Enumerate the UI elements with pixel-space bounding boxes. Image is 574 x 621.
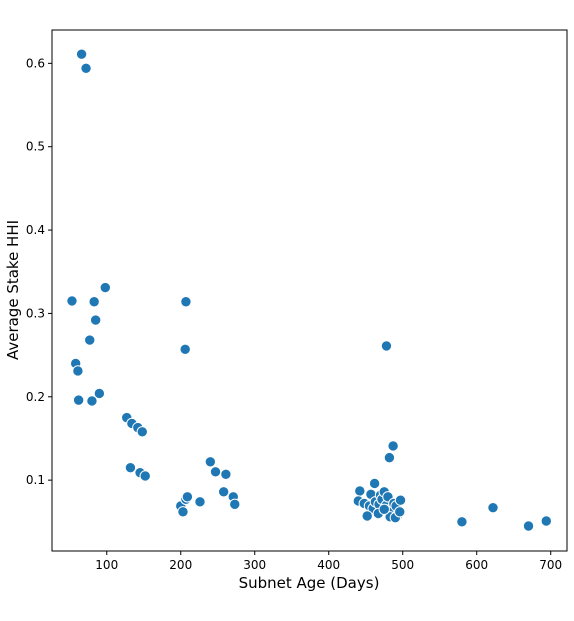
data-point bbox=[75, 48, 88, 60]
data-point bbox=[72, 365, 84, 377]
data-point bbox=[387, 440, 399, 452]
y-tick-label: 0.2 bbox=[26, 390, 45, 404]
data-point bbox=[209, 466, 222, 478]
data-point bbox=[383, 451, 396, 464]
data-point bbox=[540, 515, 552, 527]
data-point bbox=[378, 503, 390, 516]
x-axis-ticks: 100 200 300 400 500 600 700 bbox=[95, 551, 562, 572]
data-point bbox=[456, 516, 468, 528]
data-point bbox=[136, 426, 148, 438]
data-points bbox=[66, 48, 552, 532]
plot-frame bbox=[51, 29, 568, 552]
x-tick-label: 500 bbox=[391, 558, 414, 572]
data-point bbox=[394, 494, 407, 506]
data-point bbox=[72, 394, 85, 406]
data-point bbox=[229, 498, 241, 511]
data-point bbox=[361, 510, 373, 522]
data-point bbox=[124, 461, 137, 474]
data-point bbox=[220, 468, 232, 481]
y-tick-label: 0.1 bbox=[26, 473, 45, 487]
data-point bbox=[487, 501, 499, 514]
x-tick-label: 300 bbox=[243, 558, 266, 572]
x-tick-label: 700 bbox=[539, 558, 562, 572]
data-point bbox=[80, 62, 92, 75]
x-tick-label: 600 bbox=[465, 558, 488, 572]
x-tick-label: 400 bbox=[317, 558, 340, 572]
data-point bbox=[394, 506, 406, 518]
data-point bbox=[522, 520, 535, 532]
data-point bbox=[89, 314, 102, 326]
data-point bbox=[88, 296, 100, 308]
x-axis-label: Subnet Age (Days) bbox=[239, 574, 380, 592]
y-tick-label: 0.4 bbox=[26, 223, 45, 237]
data-point bbox=[84, 334, 96, 346]
data-point bbox=[66, 295, 78, 307]
data-point bbox=[180, 296, 192, 308]
data-point bbox=[217, 486, 230, 498]
data-point bbox=[99, 281, 111, 294]
y-axis-label: Average Stake HHI bbox=[4, 220, 22, 360]
data-point bbox=[86, 395, 98, 407]
y-tick-label: 0.6 bbox=[26, 56, 45, 70]
data-point bbox=[194, 496, 206, 508]
data-point bbox=[368, 477, 381, 490]
data-point bbox=[181, 491, 194, 503]
y-tick-label: 0.5 bbox=[26, 140, 45, 154]
y-axis-ticks: 0.1 0.2 0.3 0.4 0.5 0.6 bbox=[26, 56, 52, 487]
data-point bbox=[354, 485, 366, 497]
data-point bbox=[139, 470, 151, 482]
data-point bbox=[177, 506, 189, 518]
data-point bbox=[179, 343, 191, 355]
y-tick-label: 0.3 bbox=[26, 306, 45, 320]
x-tick-label: 200 bbox=[169, 558, 192, 572]
data-point bbox=[380, 340, 393, 352]
x-tick-label: 100 bbox=[95, 558, 118, 572]
data-point bbox=[93, 387, 106, 400]
data-point bbox=[204, 456, 217, 468]
